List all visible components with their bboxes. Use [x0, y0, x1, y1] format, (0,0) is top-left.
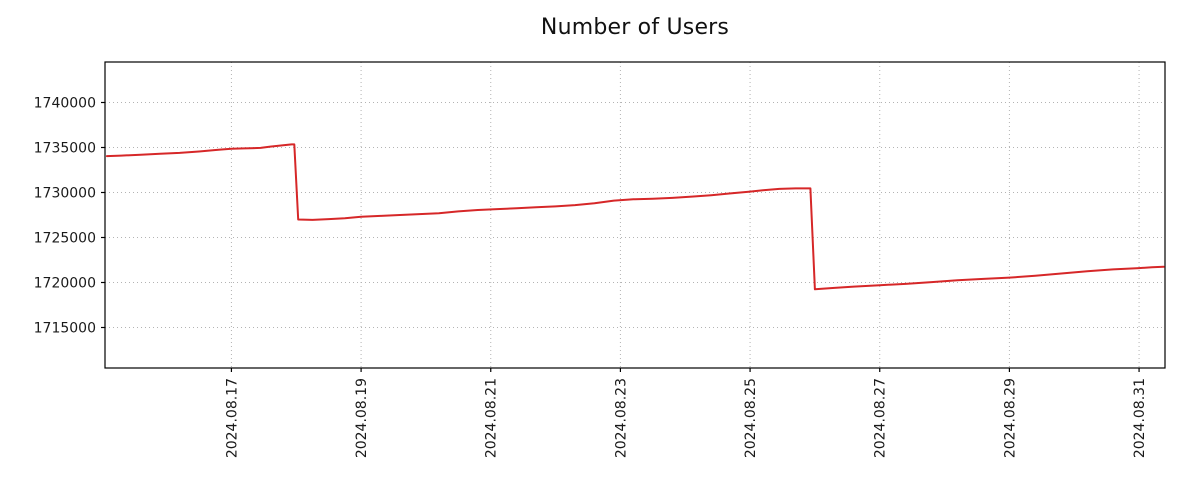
x-tick-label: 2024.08.25 — [743, 378, 759, 458]
x-tick-label: 2024.08.17 — [224, 378, 240, 458]
x-tick-label: 2024.08.19 — [354, 378, 370, 458]
x-tick-label: 2024.08.31 — [1132, 378, 1148, 458]
x-tick-label: 2024.08.21 — [484, 378, 500, 458]
y-tick-label: 1730000 — [34, 186, 96, 202]
plot-border — [104, 61, 1166, 369]
y-tick-label: 1740000 — [34, 96, 96, 112]
x-tick-label: 2024.08.23 — [613, 378, 629, 458]
x-tick-label: 2024.08.29 — [1002, 378, 1018, 458]
y-tick-label: 1735000 — [34, 141, 96, 157]
users-series-line — [105, 143, 1165, 291]
y-tick-label: 1715000 — [34, 321, 96, 337]
chart-title: Number of Users — [540, 15, 730, 40]
y-tick-label: 1720000 — [34, 276, 96, 292]
x-tick-label: 2024.08.27 — [873, 378, 889, 458]
y-tick-label: 1725000 — [34, 231, 96, 247]
